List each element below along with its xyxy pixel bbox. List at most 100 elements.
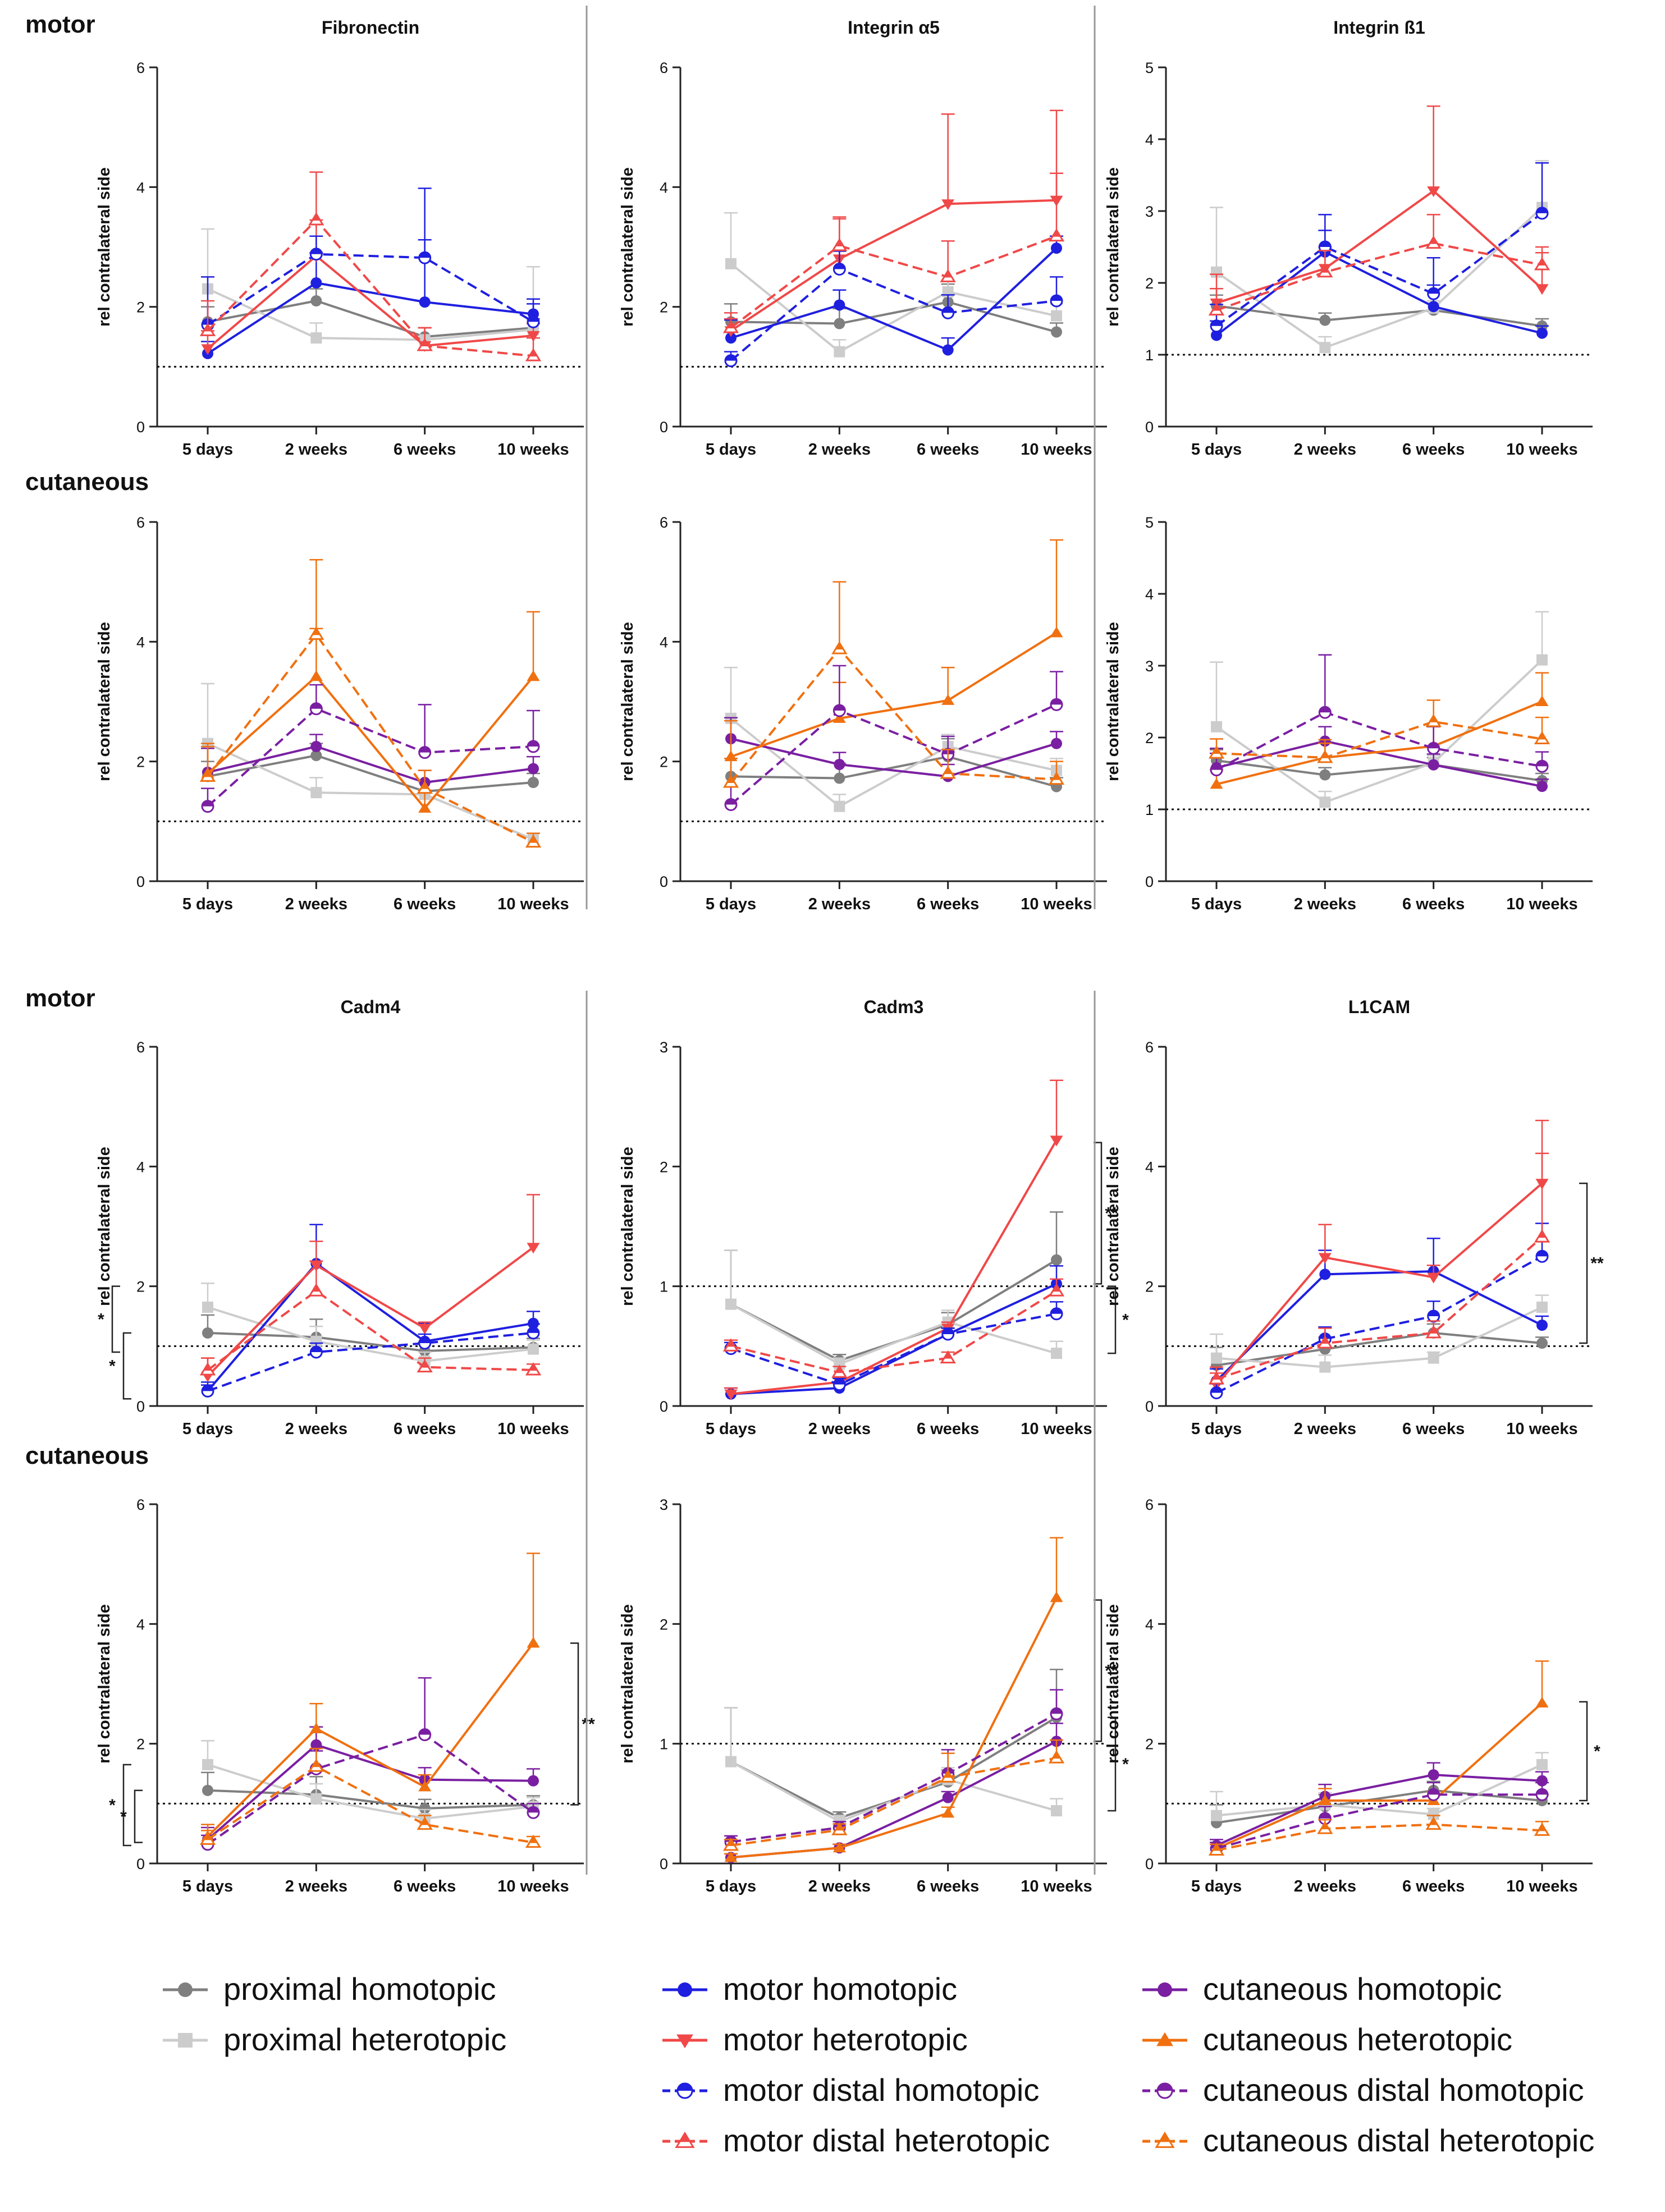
y-tick-label: 4 <box>1145 1616 1154 1633</box>
y-tick-label: 6 <box>660 59 668 76</box>
data-point-half <box>1428 743 1439 749</box>
y-tick-label: 2 <box>660 299 668 316</box>
series-line <box>1215 1182 1543 1386</box>
data-point-half <box>1211 1387 1222 1393</box>
data-point-half <box>728 322 734 328</box>
data-point-half <box>1051 699 1062 705</box>
significance-label: ** <box>582 1715 595 1733</box>
y-tick-label: 2 <box>660 754 668 771</box>
data-point <box>1536 1759 1548 1770</box>
data-point-half <box>1051 295 1062 301</box>
series-line <box>207 1765 534 1844</box>
data-point <box>1211 1810 1222 1821</box>
data-point <box>527 670 540 681</box>
series-line <box>207 1789 534 1810</box>
series-motor-distal-homotopic <box>724 1301 1063 1391</box>
data-point <box>418 1780 432 1792</box>
data-point-half <box>1536 207 1548 213</box>
y-tick-label: 0 <box>136 873 145 890</box>
legend-marker <box>678 1982 692 1997</box>
y-tick-label: 4 <box>660 179 668 196</box>
y-axis-label: rel contralateral side <box>1104 622 1122 781</box>
series-line <box>1216 304 1543 327</box>
x-tick-label: 10 weeks <box>497 441 569 459</box>
x-tick-label: 2 weeks <box>808 441 871 459</box>
data-point-half <box>834 1379 845 1385</box>
x-tick-label: 10 weeks <box>1506 441 1577 459</box>
data-point <box>725 332 737 344</box>
data-point <box>310 741 322 752</box>
chart-panel-8: Cadm3 0 1 2 3 5 days 2 weeks 6 weeks 10 weeks rel… <box>619 997 1129 1438</box>
series-proximal-heterotopic <box>1210 611 1549 808</box>
data-point-half <box>313 628 320 635</box>
data-point <box>834 759 845 770</box>
x-tick-label: 10 weeks <box>497 1877 569 1895</box>
x-tick-label: 5 days <box>1191 441 1242 459</box>
x-tick-label: 5 days <box>182 1877 233 1895</box>
series-proximal-heterotopic <box>724 666 1063 812</box>
y-tick-label: 6 <box>136 1039 145 1056</box>
series-line <box>1215 250 1543 337</box>
significance-bracket <box>1579 1182 1588 1344</box>
data-point-half <box>1428 288 1439 294</box>
legend-item-motor-homotopic: motor homotopic <box>662 1971 957 2007</box>
x-tick-label: 5 days <box>182 1420 233 1438</box>
data-point-half <box>1213 1373 1220 1380</box>
legend-marker <box>1158 1982 1172 1997</box>
data-point <box>941 694 955 705</box>
data-point-half <box>313 1760 320 1767</box>
data-point <box>1536 654 1548 666</box>
y-tick-label: 6 <box>1145 1496 1154 1513</box>
data-point-half <box>1053 230 1060 237</box>
legend-item-motor-heterotopic: motor heterotopic <box>662 2022 968 2057</box>
data-point <box>834 346 845 358</box>
x-tick-label: 6 weeks <box>394 441 456 459</box>
legend-label: cutaneous distal heterotopic <box>1203 2123 1594 2158</box>
data-point-half <box>1430 1818 1437 1825</box>
chart-title: Cadm3 <box>864 997 924 1017</box>
chart-title: Integrin α5 <box>848 17 940 38</box>
data-point-half <box>1539 259 1545 265</box>
series-cutaneous-distal-heterotopic <box>1208 699 1550 763</box>
legend-marker-half <box>1158 2083 1172 2091</box>
y-tick-label: 0 <box>1145 419 1154 436</box>
series-motor-heterotopic <box>724 109 1063 337</box>
data-point-half <box>728 1340 734 1347</box>
data-point-half <box>313 214 320 221</box>
data-point-half <box>1321 1822 1329 1830</box>
y-tick-label: 1 <box>1145 347 1154 364</box>
series-line <box>1215 1270 1543 1382</box>
legend: proximal homotopic proximal heterotopic mo… <box>163 1971 1594 2158</box>
series-line <box>730 268 1057 362</box>
data-point-half <box>944 271 952 278</box>
data-point <box>834 800 845 812</box>
significance-bracket <box>122 1764 131 1847</box>
data-point <box>310 750 322 761</box>
y-axis-label: rel contralateral side <box>95 1147 113 1306</box>
data-point <box>724 1851 738 1862</box>
series-proximal-homotopic <box>724 738 1063 793</box>
series-motor-distal-heterotopic <box>722 1278 1065 1378</box>
series-line <box>1215 207 1543 349</box>
data-point <box>725 1756 737 1767</box>
y-tick-label: 1 <box>660 1736 668 1753</box>
series-line <box>207 1642 534 1838</box>
significance-bracket <box>1579 1701 1588 1802</box>
data-point <box>202 1327 213 1339</box>
data-point <box>310 1793 322 1805</box>
x-tick-label: 6 weeks <box>917 1420 979 1438</box>
legend-marker <box>178 2033 193 2048</box>
x-tick-label: 6 weeks <box>917 1877 979 1895</box>
y-tick-label: 0 <box>660 1856 668 1872</box>
data-point-half <box>204 1364 211 1371</box>
data-point <box>1319 1361 1331 1373</box>
chart-title: Integrin ß1 <box>1333 17 1425 38</box>
series-line <box>207 287 534 341</box>
x-tick-label: 2 weeks <box>1294 895 1356 913</box>
series-line <box>730 247 1058 351</box>
significance-bracket <box>134 1789 143 1843</box>
data-point <box>1535 284 1549 295</box>
data-point-half <box>528 316 539 322</box>
data-point <box>1318 1794 1332 1805</box>
